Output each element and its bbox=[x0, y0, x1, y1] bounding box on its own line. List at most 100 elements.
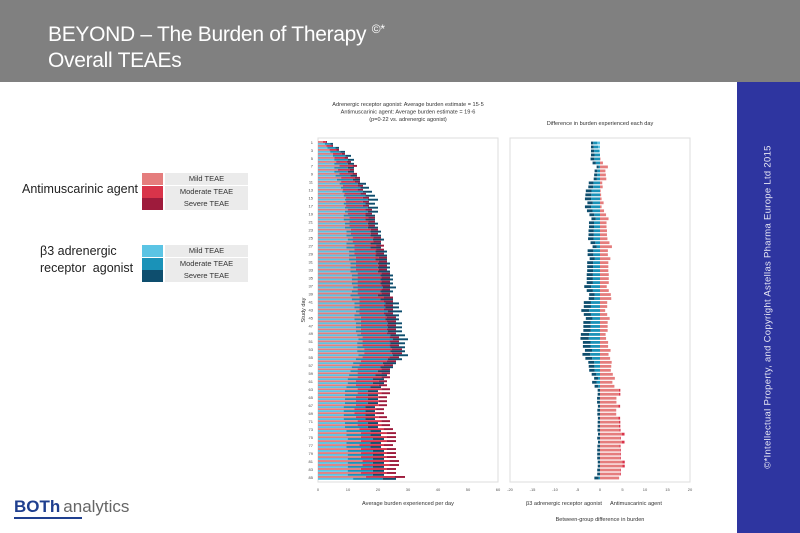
bar-antimuscarinic bbox=[318, 468, 361, 470]
diff-bar-antimuscarinic bbox=[600, 169, 606, 173]
legend-swatch bbox=[142, 198, 163, 210]
y-tick-label: 7 bbox=[311, 164, 314, 169]
bar-adrenergic bbox=[385, 318, 399, 321]
bar-antimuscarinic bbox=[318, 224, 350, 227]
bar-adrenergic bbox=[318, 342, 358, 345]
bar-antimuscarinic bbox=[337, 168, 350, 171]
diff-bar-adrenergic bbox=[589, 368, 595, 372]
bar-adrenergic bbox=[347, 461, 373, 464]
bar-adrenergic bbox=[318, 142, 325, 145]
diff-bar-adrenergic bbox=[594, 297, 600, 300]
bar-antimuscarinic bbox=[318, 152, 333, 155]
y-tick-label: 47 bbox=[309, 323, 314, 328]
bar-adrenergic bbox=[318, 318, 355, 321]
bar-adrenergic bbox=[350, 370, 378, 373]
legend-item: Mild TEAE bbox=[142, 173, 248, 185]
diff-bar-adrenergic bbox=[597, 392, 600, 396]
bar-antimuscarinic bbox=[357, 424, 382, 427]
bar-adrenergic bbox=[334, 170, 348, 173]
diff-bar-adrenergic bbox=[597, 448, 600, 452]
diff-bar-antimuscarinic bbox=[600, 257, 611, 261]
bar-adrenergic bbox=[318, 150, 331, 153]
bar-antimuscarinic bbox=[373, 240, 381, 243]
diff-bar-adrenergic bbox=[583, 313, 591, 316]
y-tick-label: 81 bbox=[309, 459, 314, 464]
bar-adrenergic bbox=[380, 282, 393, 285]
bar-antimuscarinic bbox=[381, 392, 390, 395]
diff-bar-adrenergic bbox=[597, 416, 600, 420]
bar-adrenergic bbox=[343, 218, 366, 221]
bar-adrenergic bbox=[343, 202, 366, 205]
bar-antimuscarinic bbox=[389, 460, 399, 462]
diff-bar-adrenergic bbox=[590, 352, 600, 356]
bar-antimuscarinic bbox=[318, 336, 363, 339]
bar-antimuscarinic bbox=[352, 240, 374, 243]
y-tick-label: 55 bbox=[309, 355, 314, 360]
diff-bar-antimuscarinic bbox=[600, 229, 607, 233]
diff-bar-antimuscarinic bbox=[600, 265, 609, 269]
diff-bar-antimuscarinic bbox=[600, 380, 613, 384]
diff-bar-adrenergic bbox=[597, 440, 600, 444]
bar-adrenergic bbox=[365, 406, 375, 409]
bar-antimuscarinic bbox=[318, 472, 361, 474]
diff-bar-adrenergic bbox=[592, 209, 600, 213]
bar-adrenergic bbox=[362, 190, 372, 193]
diff-bar-adrenergic bbox=[597, 428, 600, 432]
diff-bar-adrenergic bbox=[592, 317, 600, 320]
bar-antimuscarinic bbox=[360, 320, 387, 323]
diff-bar-antimuscarinic bbox=[619, 456, 621, 460]
bar-adrenergic bbox=[345, 402, 368, 405]
bar-adrenergic bbox=[318, 465, 348, 468]
legend-label: Severe TEAE bbox=[165, 270, 248, 282]
bar-adrenergic bbox=[390, 334, 405, 337]
diff-bar-adrenergic bbox=[593, 145, 599, 149]
diff-bar-adrenergic bbox=[585, 189, 592, 193]
bar-antimuscarinic bbox=[378, 416, 387, 419]
bar-adrenergic bbox=[351, 298, 381, 301]
diff-bar-antimuscarinic bbox=[600, 233, 607, 237]
x-tick-label: -15 bbox=[530, 487, 537, 492]
diff-bar-antimuscarinic bbox=[618, 420, 621, 424]
bar-antimuscarinic bbox=[318, 308, 360, 311]
bar-antimuscarinic bbox=[362, 460, 390, 462]
bar-adrenergic bbox=[347, 453, 373, 456]
bar-adrenergic bbox=[318, 194, 344, 197]
bar-antimuscarinic bbox=[357, 188, 363, 191]
bar-adrenergic bbox=[370, 430, 381, 432]
bar-antimuscarinic bbox=[357, 376, 382, 379]
diff-bar-adrenergic bbox=[582, 341, 591, 344]
bar-adrenergic bbox=[365, 414, 375, 417]
bar-adrenergic bbox=[330, 142, 333, 145]
bar-adrenergic bbox=[367, 398, 378, 401]
bar-antimuscarinic bbox=[386, 440, 396, 443]
bar-antimuscarinic bbox=[318, 324, 361, 327]
bar-adrenergic bbox=[347, 457, 373, 460]
diff-bar-adrenergic bbox=[597, 460, 600, 464]
bar-antimuscarinic bbox=[355, 416, 379, 419]
x-tick-label: 50 bbox=[466, 487, 471, 492]
diff-bar-adrenergic bbox=[594, 384, 599, 388]
right-plot-frame bbox=[509, 137, 691, 483]
bar-adrenergic bbox=[347, 473, 373, 476]
bar-adrenergic bbox=[385, 306, 399, 309]
bar-adrenergic bbox=[318, 234, 347, 237]
diff-bar-adrenergic bbox=[596, 245, 600, 249]
diff-bar-antimuscarinic bbox=[600, 301, 608, 304]
bar-antimuscarinic bbox=[318, 232, 351, 235]
bar-antimuscarinic bbox=[354, 244, 377, 247]
diff-bar-antimuscarinic bbox=[600, 313, 608, 316]
bar-adrenergic bbox=[318, 170, 335, 173]
slide-title: BEYOND – The Burden of Therapy ©* bbox=[48, 22, 385, 47]
y-tick-label: 83 bbox=[309, 467, 314, 472]
bar-adrenergic bbox=[351, 278, 381, 281]
bar-antimuscarinic bbox=[376, 412, 384, 415]
bar-antimuscarinic bbox=[362, 340, 390, 343]
bar-adrenergic bbox=[318, 461, 348, 464]
diff-bar-adrenergic bbox=[586, 209, 593, 213]
bar-adrenergic bbox=[318, 457, 348, 460]
y-tick-label: 11 bbox=[309, 180, 314, 185]
diff-bar-antimuscarinic bbox=[600, 472, 620, 476]
bar-antimuscarinic bbox=[364, 348, 392, 351]
x-tick-label: -5 bbox=[576, 487, 580, 492]
diff-bar-antimuscarinic bbox=[600, 364, 612, 368]
